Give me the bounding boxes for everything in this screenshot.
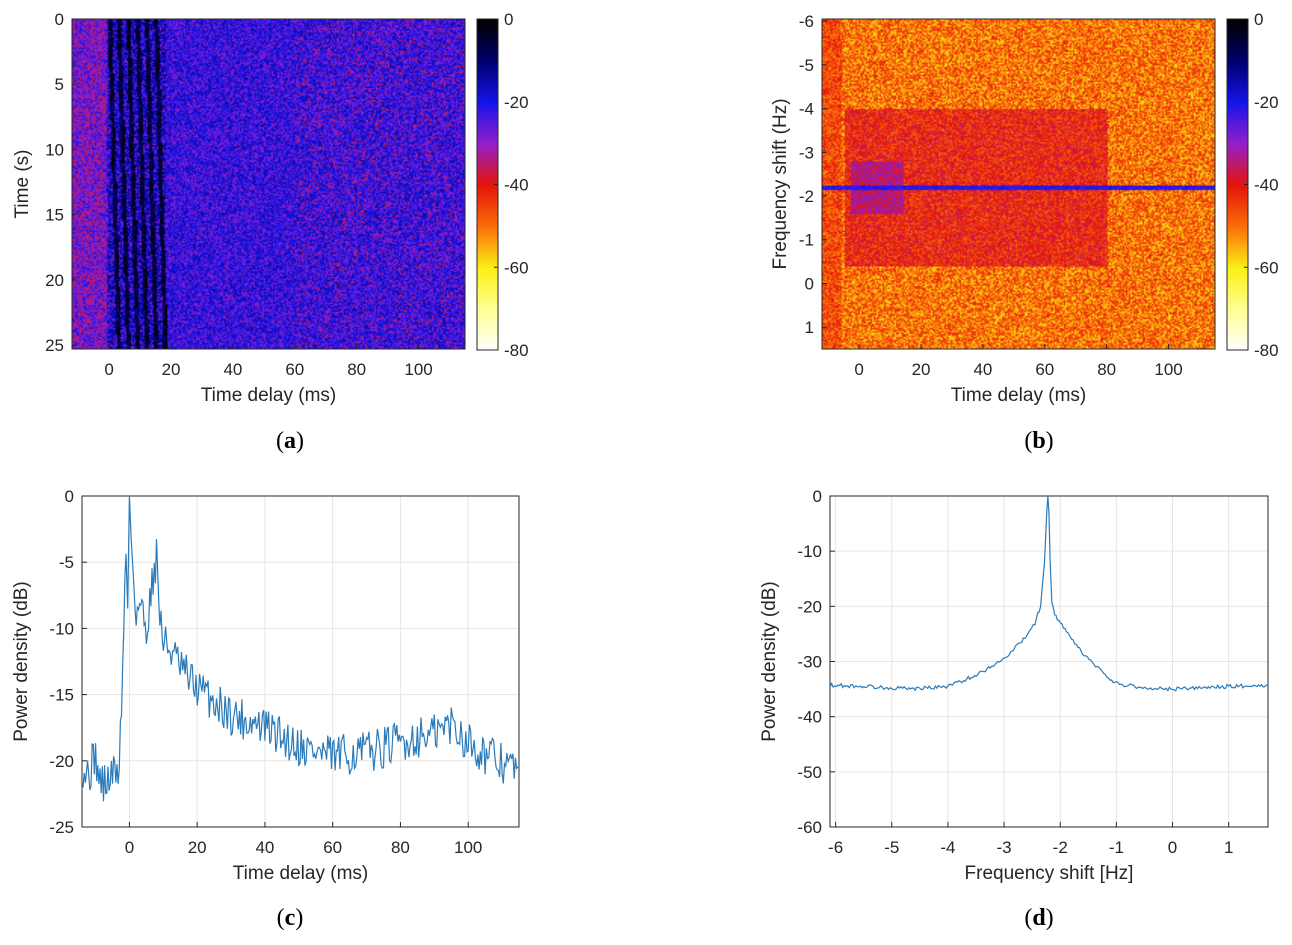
colorbar-gradient xyxy=(1227,19,1248,350)
caption-b-letter: b xyxy=(1032,428,1045,454)
colorbar-tick-label: -20 xyxy=(1254,93,1279,112)
captions: (a) (b) (c) (d) xyxy=(276,428,1054,931)
x-axis-label: Frequency shift [Hz] xyxy=(965,863,1134,884)
y-tick-label: -40 xyxy=(797,708,822,727)
y-tick-label: 0 xyxy=(805,274,814,293)
y-axis-label: Frequency shift (Hz) xyxy=(770,98,791,269)
x-axis-label: Time delay (ms) xyxy=(951,385,1086,406)
y-tick-label: 10 xyxy=(45,140,64,159)
x-tick-label: 0 xyxy=(854,360,863,379)
y-tick-label: 15 xyxy=(45,206,64,225)
y-tick-label: -25 xyxy=(49,818,74,837)
y-tick-label: 20 xyxy=(45,271,64,290)
x-tick-label: 20 xyxy=(188,838,207,857)
colorbar-tick-label: -40 xyxy=(1254,176,1279,195)
caption-d-letter: d xyxy=(1032,905,1046,931)
series-line xyxy=(829,495,1269,692)
y-tick-label: 0 xyxy=(813,487,822,506)
heatmap-image xyxy=(72,19,465,349)
caption-b: (b) xyxy=(1024,428,1053,454)
panel-a-heatmap: 0 20 40 60 80 100 0 5 10 15 20 25 Time delay (ms) Tim… xyxy=(12,10,529,406)
y-tick-label: 1 xyxy=(805,318,814,337)
x-tick-label: 100 xyxy=(404,360,432,379)
y-axis-label: Power density (dB) xyxy=(11,581,32,742)
caption-d: (d) xyxy=(1024,905,1053,931)
caption-c-letter: c xyxy=(285,905,296,931)
y-tick-label: -10 xyxy=(797,542,822,561)
colorbar-tick-label: 0 xyxy=(504,10,513,29)
caption-a-letter: a xyxy=(284,428,296,454)
caption-c: (c) xyxy=(277,905,304,931)
y-tick-label: -30 xyxy=(797,653,822,672)
x-tick-label: -1 xyxy=(1109,838,1124,857)
y-tick-label: -6 xyxy=(799,12,814,31)
x-tick-label: 1 xyxy=(1224,838,1233,857)
plot-frame xyxy=(821,18,1216,350)
y-tick-label: -3 xyxy=(799,143,814,162)
y-tick-label: 25 xyxy=(45,336,64,355)
panel-c-line-chart: 0 20 40 60 80 100 0 -5 -10 -15 -20 -25 Time delay (m… xyxy=(11,487,520,884)
x-tick-label: 60 xyxy=(285,360,304,379)
x-tick-label: 80 xyxy=(347,360,366,379)
x-tick-label: 0 xyxy=(125,838,134,857)
x-tick-label: 100 xyxy=(454,838,482,857)
y-tick-label: 0 xyxy=(55,10,64,29)
colorbar-gradient xyxy=(477,19,498,350)
x-axis-label: Time delay (ms) xyxy=(233,863,368,884)
x-tick-label: 20 xyxy=(912,360,931,379)
x-tick-label: -5 xyxy=(884,838,899,857)
y-tick-label: -4 xyxy=(799,100,814,119)
y-tick-label: -5 xyxy=(799,56,814,75)
x-tick-label: 0 xyxy=(1168,838,1177,857)
x-tick-label: 0 xyxy=(104,360,113,379)
colorbar-tick-label: 0 xyxy=(1254,10,1263,29)
y-tick-label: -5 xyxy=(59,553,74,572)
series-line xyxy=(81,495,520,802)
y-axis-label: Time (s) xyxy=(12,150,33,219)
y-tick-label: -15 xyxy=(49,686,74,705)
x-tick-label: -6 xyxy=(828,838,843,857)
x-tick-label: -3 xyxy=(997,838,1012,857)
x-tick-label: -2 xyxy=(1053,838,1068,857)
y-tick-label: 0 xyxy=(65,487,74,506)
x-axis-label: Time delay (ms) xyxy=(201,385,336,406)
y-tick-label: -20 xyxy=(797,597,822,616)
x-tick-label: 80 xyxy=(391,838,410,857)
y-tick-label: -1 xyxy=(799,231,814,250)
panel-d-line-chart: -6 -5 -4 -3 -2 -1 0 10-10-20-30-40-50-60Frequen… xyxy=(759,487,1269,884)
colorbar-tick-label: -20 xyxy=(504,93,529,112)
x-tick-label: 40 xyxy=(255,838,274,857)
y-tick-label: -60 xyxy=(797,818,822,837)
y-tick-label: -2 xyxy=(799,187,814,206)
y-tick-label: -50 xyxy=(797,763,822,782)
x-tick-label: 40 xyxy=(223,360,242,379)
x-tick-label: 20 xyxy=(162,360,181,379)
x-tick-label: 60 xyxy=(1035,360,1054,379)
plot-frame xyxy=(81,495,520,828)
caption-a: (a) xyxy=(276,428,304,454)
heatmap-image xyxy=(822,19,1215,349)
colorbar-tick-label: -60 xyxy=(1254,258,1279,277)
colorbar-tick-label: -80 xyxy=(504,341,529,360)
x-tick-label: -4 xyxy=(940,838,955,857)
colorbar-tick-label: -80 xyxy=(1254,341,1279,360)
x-tick-label: 80 xyxy=(1097,360,1116,379)
y-tick-label: -20 xyxy=(49,752,74,771)
x-tick-label: 100 xyxy=(1154,360,1182,379)
x-tick-label: 40 xyxy=(973,360,992,379)
y-tick-label: -10 xyxy=(49,619,74,638)
y-axis-label: Power density (dB) xyxy=(759,581,780,742)
panel-b-heatmap: 0 20 40 60 80 100 -6 -5 -4 -3 -2 -1 0 1 Time delay (ms… xyxy=(770,10,1279,406)
colorbar-tick-label: -40 xyxy=(504,176,529,195)
colorbar-tick-label: -60 xyxy=(504,258,529,277)
y-tick-label: 5 xyxy=(55,75,64,94)
plot-frame xyxy=(71,18,466,350)
x-tick-label: 60 xyxy=(323,838,342,857)
